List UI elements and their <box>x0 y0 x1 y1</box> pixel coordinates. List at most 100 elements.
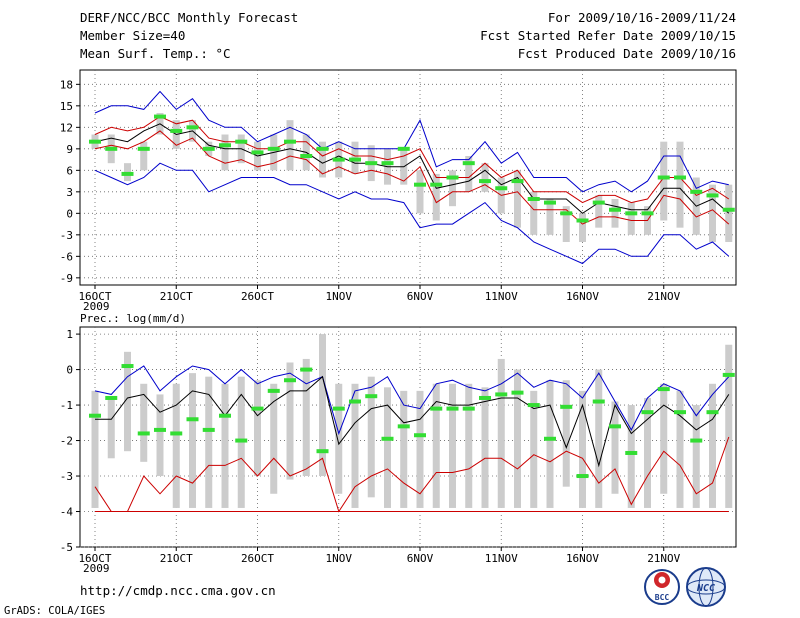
spread-box <box>416 170 424 214</box>
spread-box <box>562 380 570 487</box>
median-marker <box>202 146 215 151</box>
y-tick-label: -6 <box>60 250 73 263</box>
spread-box <box>449 383 456 508</box>
median-marker <box>219 413 231 418</box>
spread-box <box>497 358 505 508</box>
median-marker <box>592 399 605 404</box>
median-marker <box>690 189 703 194</box>
median-marker <box>495 186 508 191</box>
median-marker <box>121 171 134 176</box>
spread-box <box>432 383 440 508</box>
median-marker <box>170 128 183 133</box>
median-marker <box>300 367 313 372</box>
median-marker <box>722 372 735 377</box>
x-tick-label: 6NOV <box>407 552 434 565</box>
x-tick-label: 1NOV <box>326 552 353 565</box>
spread-box <box>286 362 294 480</box>
ncc-logo: NCC <box>686 567 726 607</box>
spread-box <box>205 376 213 508</box>
median-marker <box>446 406 459 411</box>
max-line <box>94 365 730 436</box>
spread-box <box>595 195 603 228</box>
spread-box <box>725 344 733 508</box>
median-marker <box>511 390 524 395</box>
spread-box <box>432 173 440 221</box>
x-tick-label: 6NOV <box>407 290 434 303</box>
spread-box <box>660 383 668 494</box>
x-tick-label: 11NOV <box>485 290 518 303</box>
y-tick-label: 15 <box>60 100 73 113</box>
median-marker <box>186 417 199 422</box>
spread-box <box>286 120 294 171</box>
spread-box <box>627 405 635 508</box>
median-marker <box>381 161 394 166</box>
spread-box <box>254 380 261 477</box>
spread-box <box>644 397 651 508</box>
spread-box <box>367 376 375 498</box>
median-marker <box>657 387 670 392</box>
y-tick-label: 1 <box>66 328 73 341</box>
median-marker <box>137 146 150 151</box>
y-tick-label: 12 <box>60 121 73 134</box>
median-marker <box>560 404 573 409</box>
median-marker <box>332 157 345 162</box>
y-tick-label: 3 <box>66 186 73 199</box>
x-tick-label: 21OCT <box>160 290 193 303</box>
median-marker <box>495 392 508 397</box>
spread-box <box>140 141 148 171</box>
y-tick-label: -3 <box>60 470 73 483</box>
upper-line <box>94 116 730 204</box>
median-marker <box>609 424 621 429</box>
spread-box <box>692 405 700 508</box>
median-marker <box>674 410 686 415</box>
median-marker <box>105 146 118 151</box>
x-tick-label: 11NOV <box>485 552 518 565</box>
median-marker <box>349 399 361 404</box>
spread-box <box>611 401 619 494</box>
y-tick-label: -1 <box>60 399 73 412</box>
median-marker <box>284 378 296 383</box>
spread-box <box>107 397 115 459</box>
median-marker <box>381 436 394 441</box>
median-marker <box>462 406 475 411</box>
y-tick-label: 18 <box>60 78 73 91</box>
spread-box <box>189 373 196 508</box>
y-tick-label: -9 <box>60 272 73 285</box>
spread-box <box>709 383 716 508</box>
median-marker <box>349 157 361 162</box>
median-marker <box>706 410 719 415</box>
spread-box <box>124 351 131 452</box>
median-marker <box>414 182 426 187</box>
spread-box <box>172 383 180 508</box>
x-tick-label: 26OCT <box>241 290 274 303</box>
median-marker <box>154 427 166 432</box>
median-marker <box>430 406 443 411</box>
median-marker <box>235 438 248 443</box>
spread-box <box>91 390 99 508</box>
median-marker <box>202 427 215 432</box>
median-marker <box>89 139 101 144</box>
median-marker <box>625 450 638 455</box>
spread-box <box>319 334 326 477</box>
x-tick-label: 16NOV <box>566 290 599 303</box>
x-tick-label: 26OCT <box>241 552 274 565</box>
spread-box <box>335 383 343 494</box>
median-marker <box>186 125 199 130</box>
ncc-logo-text: NCC <box>696 583 715 594</box>
y-tick-label: -5 <box>60 541 73 554</box>
spread-box <box>611 199 619 228</box>
x-tick-label: 21NOV <box>647 552 680 565</box>
precip-panel: 1 0 -1 -2 -3 -4 -5 16OCT 21OCT 26OCT 1NOV 6NOV 11NO… <box>60 326 737 575</box>
min-line <box>94 436 730 513</box>
median-marker <box>462 161 475 166</box>
median-marker <box>544 436 556 441</box>
x-tick-label: 21OCT <box>160 552 193 565</box>
median-marker <box>219 143 231 148</box>
median-marker <box>592 200 605 205</box>
grads-credit: GrADS: COLA/IGES <box>4 605 106 617</box>
spread-box <box>465 383 473 508</box>
bcc-logo-text: BCC <box>655 593 670 602</box>
spread-box <box>449 170 456 207</box>
y-tick-label: -2 <box>60 435 73 448</box>
